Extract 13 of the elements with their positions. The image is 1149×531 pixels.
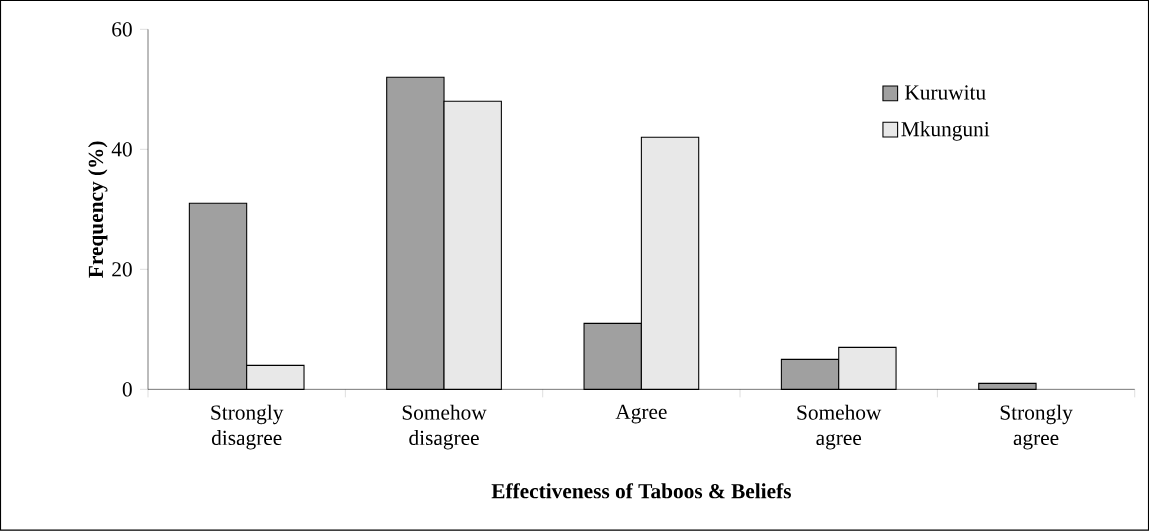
x-tick-label: Somehow agree bbox=[797, 404, 882, 450]
x-tick-label: Strongly agree bbox=[1000, 404, 1073, 450]
y-axis-title: Frequency (%) bbox=[88, 141, 108, 278]
x-tick-label: Agree bbox=[615, 404, 667, 424]
x-axis-title: Effectiveness of Taboos & Beliefs bbox=[491, 483, 791, 499]
legend-label: Mkunguni bbox=[901, 121, 990, 141]
y-tick-label: 20 bbox=[112, 262, 132, 277]
legend-label: Kuruwitu bbox=[904, 85, 986, 100]
x-tick-label: Somehow disagree bbox=[402, 404, 487, 450]
x-tick-label: Strongly disagree bbox=[211, 404, 284, 450]
y-tick-label: 0 bbox=[122, 382, 132, 397]
y-tick-label: 60 bbox=[112, 22, 132, 37]
y-tick-label: 40 bbox=[111, 142, 132, 157]
